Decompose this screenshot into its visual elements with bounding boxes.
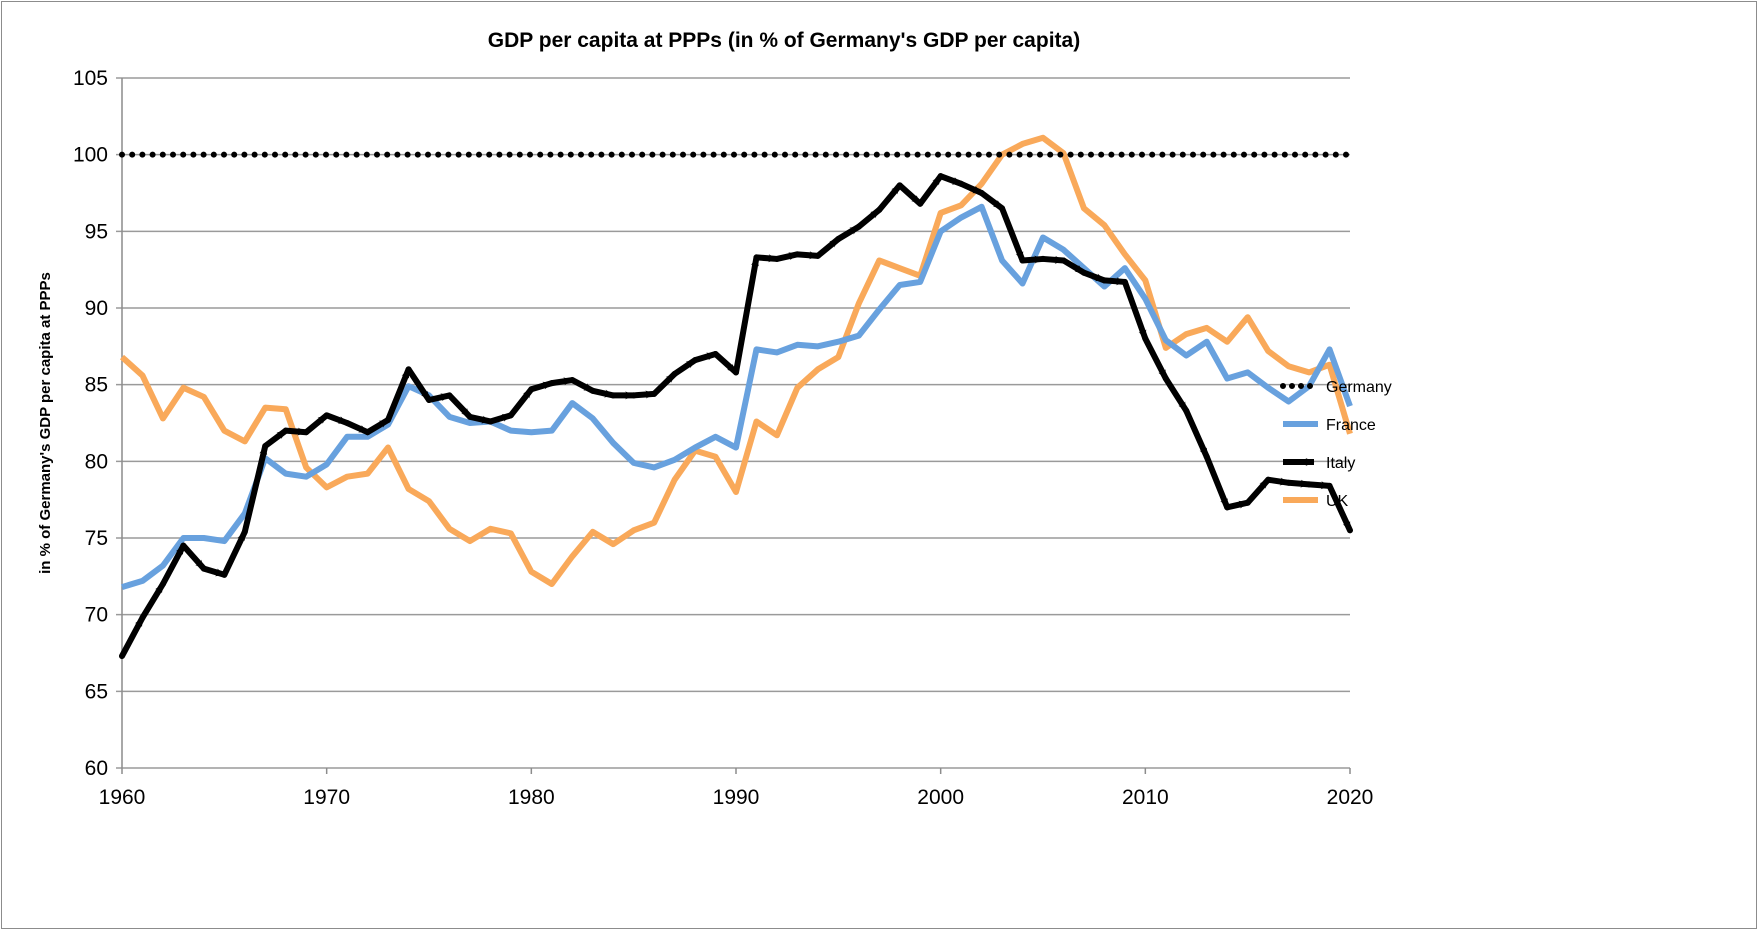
legend-item-germany: Germany	[1280, 379, 1392, 396]
series-italy-segment	[426, 392, 453, 403]
series-italy-segment	[139, 581, 166, 621]
y-tick-label: 105	[73, 67, 108, 90]
series-italy-segment	[753, 254, 780, 263]
series-italy-segment	[1203, 453, 1231, 511]
series-italy-segment	[1162, 375, 1190, 414]
series-italy-segment	[1019, 255, 1046, 264]
legend-label: UK	[1326, 493, 1349, 510]
legend-label: Germany	[1326, 379, 1392, 396]
series-italy-segment	[773, 251, 801, 262]
x-tick-label: 2000	[917, 786, 964, 809]
legend: Germany France Italy UK	[1280, 379, 1392, 510]
series-italy-segment	[917, 173, 944, 207]
x-tick-label: 2020	[1327, 786, 1374, 809]
series-italy-segment	[794, 251, 821, 260]
y-tick-label: 65	[85, 680, 108, 703]
series-italy-segment	[692, 351, 719, 364]
series-italy-segment	[119, 614, 146, 660]
series-italy-segment	[978, 190, 1006, 212]
legend-item-france: France	[1283, 417, 1376, 434]
series-italy-segment	[1183, 407, 1210, 460]
series-italy-segment	[466, 413, 494, 425]
y-tick-label: 100	[73, 144, 108, 167]
x-tick-label: 1970	[303, 786, 350, 809]
series-italy-segment	[385, 366, 412, 423]
x-tick-label: 1960	[99, 786, 146, 809]
series-italy-segment	[241, 443, 269, 535]
series-italy-segment	[282, 427, 310, 436]
series-italy-segment	[855, 206, 883, 230]
series-italy-segment	[221, 528, 248, 578]
series-italy-segment	[999, 205, 1026, 264]
series-italy-segment	[446, 392, 473, 420]
legend-label: France	[1326, 417, 1376, 434]
gridlines	[116, 77, 1350, 769]
series-italy-segment	[200, 565, 228, 578]
x-axis-ticks: 1960 1970 1980 1990 2000 2010 2020	[99, 768, 1374, 809]
legend-label: Italy	[1326, 455, 1355, 472]
x-tick-label: 2010	[1122, 786, 1169, 809]
series-italy-segment	[1224, 499, 1251, 511]
series-italy-segment	[303, 412, 330, 436]
series-italy-segment	[1265, 476, 1292, 486]
y-tick-label: 60	[85, 757, 108, 780]
y-axis-ticks: 60 65 70 75 80 85 90 95 100 105	[73, 67, 108, 780]
series-italy-segment	[958, 180, 985, 196]
series-uk-line	[119, 134, 1353, 587]
series-italy-segment	[937, 173, 965, 187]
y-tick-label: 90	[85, 297, 108, 320]
series-italy-segment	[1142, 335, 1169, 382]
y-axis-label: in % of Germany's GDP per capita at PPPs	[37, 272, 54, 574]
series-italy-segment	[1244, 476, 1272, 506]
series-italy-segment	[896, 182, 924, 207]
series-italy-segment	[180, 542, 207, 572]
series-italy-segment	[630, 390, 658, 399]
x-tick-label: 1980	[508, 786, 555, 809]
x-tick-label: 1990	[713, 786, 760, 809]
series-group	[119, 134, 1353, 660]
series-italy-segment	[405, 366, 432, 403]
series-italy-segment	[323, 412, 351, 426]
series-italy-segment	[835, 223, 862, 242]
series-france-line	[121, 203, 1353, 590]
y-tick-label: 85	[85, 374, 108, 397]
series-italy-segment	[262, 427, 289, 449]
legend-item-italy: Italy	[1283, 455, 1355, 472]
y-tick-label: 95	[85, 220, 108, 243]
series-italy-segment	[1101, 277, 1128, 286]
legend-item-uk: UK	[1283, 493, 1349, 510]
series-italy-segment	[487, 412, 514, 425]
series-italy-segment	[1040, 255, 1067, 264]
series-italy-segment	[712, 351, 739, 376]
series-italy-segment	[1060, 257, 1087, 276]
series-italy-segment	[671, 357, 699, 377]
y-tick-label: 70	[85, 604, 108, 627]
series-italy-segment	[651, 370, 678, 397]
series-italy-segment	[733, 254, 760, 376]
y-tick-label: 75	[85, 527, 108, 550]
series-italy-segment	[1285, 479, 1313, 488]
series-italy-segment	[507, 386, 535, 419]
chart-title: GDP per capita at PPPs (in % of Germany'…	[488, 29, 1080, 52]
series-italy-segment	[1306, 481, 1333, 490]
series-italy-segment	[528, 380, 555, 393]
series-italy-segment	[344, 420, 371, 436]
series-italy-segment	[589, 387, 617, 399]
series-italy-segment	[876, 182, 903, 213]
series-italy-segment	[814, 236, 842, 259]
y-tick-label: 80	[85, 450, 108, 473]
series-italy-segment	[1121, 278, 1149, 342]
series-italy-segment	[159, 542, 187, 587]
series-italy-segment	[548, 377, 576, 387]
series-italy-segment	[569, 377, 596, 394]
series-italy-segment	[1080, 269, 1108, 284]
series-italy-segment	[1326, 482, 1353, 534]
series-italy-segment	[364, 416, 392, 436]
